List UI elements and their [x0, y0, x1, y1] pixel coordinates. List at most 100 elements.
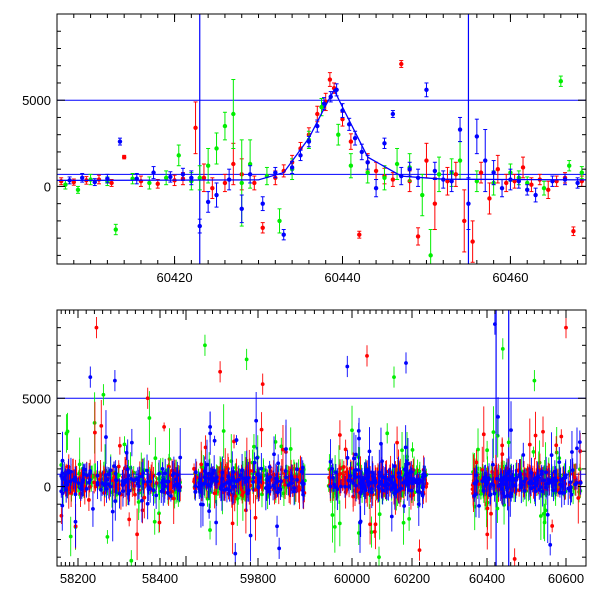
data-point — [385, 486, 389, 491]
data-point — [415, 234, 421, 239]
data-point — [58, 179, 64, 184]
data-point — [218, 485, 223, 490]
data-point — [165, 490, 170, 495]
data-point — [244, 480, 248, 485]
data-point — [369, 530, 374, 534]
plot-frame — [56, 13, 587, 265]
data-point — [407, 166, 412, 172]
data-point — [392, 491, 397, 496]
data-point — [491, 170, 496, 175]
data-point — [493, 322, 497, 327]
data-point — [202, 475, 207, 480]
data-point — [330, 513, 335, 517]
data-point — [284, 447, 288, 451]
data-point — [105, 535, 110, 539]
data-point — [94, 325, 99, 330]
data-point — [558, 79, 564, 84]
data-point — [132, 483, 137, 488]
data-point — [251, 480, 255, 484]
data-point — [168, 174, 173, 180]
data-point — [157, 471, 161, 476]
data-point — [230, 521, 235, 526]
data-point — [539, 472, 544, 477]
data-point — [403, 445, 408, 450]
data-point — [289, 481, 294, 485]
data-point — [500, 346, 505, 351]
data-point — [522, 488, 527, 493]
data-point — [273, 170, 278, 175]
data-point — [157, 520, 162, 525]
data-point — [377, 512, 382, 517]
data-point — [136, 478, 141, 483]
data-point — [227, 482, 232, 486]
data-point — [260, 382, 265, 387]
data-point — [508, 494, 513, 499]
data-point — [275, 479, 280, 484]
data-point — [284, 475, 288, 480]
data-point — [512, 557, 517, 561]
data-point — [252, 180, 257, 186]
data-point — [319, 104, 324, 110]
data-point — [343, 484, 347, 489]
data-point — [259, 483, 264, 488]
data-point — [490, 462, 495, 467]
data-point — [116, 464, 121, 469]
x-tick-label: 58200 — [60, 571, 96, 586]
data-point — [176, 153, 181, 158]
data-point — [579, 170, 585, 175]
data-point — [107, 471, 112, 476]
data-point — [482, 477, 487, 482]
x-tick-label: 60600 — [548, 571, 584, 586]
data-point — [562, 490, 567, 495]
data-point — [163, 175, 169, 180]
data-point — [575, 446, 579, 451]
data-point — [254, 418, 259, 423]
data-point — [165, 479, 170, 484]
data-point — [275, 524, 279, 529]
data-point — [277, 218, 282, 224]
data-point — [421, 475, 425, 480]
data-point — [379, 480, 384, 484]
data-point — [554, 450, 559, 455]
data-point — [109, 180, 114, 186]
data-point — [554, 443, 559, 448]
data-point — [99, 423, 104, 428]
data-point — [373, 480, 378, 485]
data-point — [259, 427, 264, 432]
data-point — [481, 432, 486, 437]
data-point — [420, 192, 425, 198]
data-point — [140, 498, 144, 503]
data-point — [350, 428, 354, 433]
data-point — [298, 153, 303, 158]
data-point — [540, 489, 545, 494]
data-point — [205, 163, 211, 168]
data-point — [327, 77, 333, 82]
data-point — [530, 481, 535, 486]
data-point — [99, 487, 103, 492]
data-point — [500, 452, 505, 457]
data-point — [485, 506, 490, 511]
data-point — [470, 239, 475, 244]
data-point — [203, 343, 207, 348]
data-point — [88, 471, 92, 475]
data-point — [560, 483, 565, 487]
data-point — [145, 396, 150, 401]
data-point — [559, 434, 564, 439]
data-point — [199, 502, 203, 507]
data-point — [358, 520, 362, 525]
data-point — [193, 125, 198, 130]
data-point — [208, 431, 213, 436]
data-point — [241, 490, 246, 495]
data-point — [432, 168, 438, 174]
data-point — [286, 483, 291, 488]
data-point — [214, 520, 219, 525]
data-point — [354, 452, 358, 457]
data-point — [205, 462, 209, 467]
data-point — [390, 111, 396, 117]
data-point — [259, 466, 264, 471]
data-point — [231, 111, 236, 117]
data-point — [529, 486, 534, 491]
data-point — [206, 482, 211, 487]
data-point — [91, 507, 95, 511]
data-point — [328, 459, 333, 464]
